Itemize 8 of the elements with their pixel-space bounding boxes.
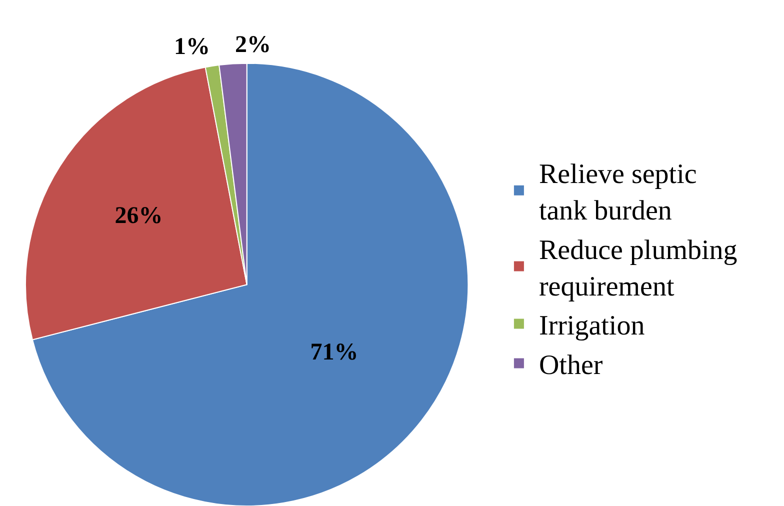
data-label: 2% xyxy=(235,32,271,58)
legend-label: Irrigation xyxy=(538,310,645,342)
legend-label: Relieve septic tank burden xyxy=(538,159,697,227)
data-label: 71% xyxy=(310,339,358,366)
data-label: 26% xyxy=(114,203,163,230)
data-label: 1% xyxy=(174,34,210,60)
legend-label: Reduce plumbing requirement xyxy=(538,234,738,302)
legend-label: Other xyxy=(538,350,604,382)
